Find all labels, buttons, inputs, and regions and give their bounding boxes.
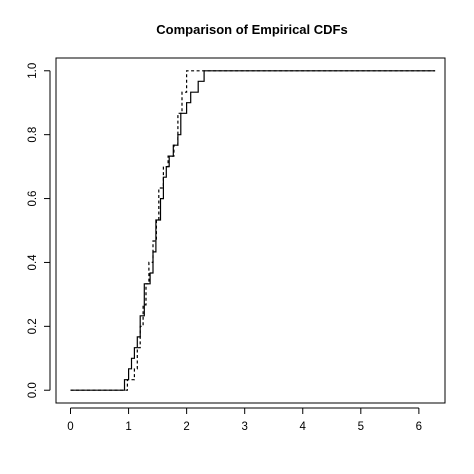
y-tick-label: 1.0 (27, 63, 39, 79)
plot-frame (55, 57, 446, 404)
y-axis: 0.0 0.2 0.4 0.6 0.8 1.0 (27, 63, 51, 398)
y-tick-label: 0.4 (27, 254, 39, 271)
ecdf-dashed-line (70, 70, 436, 391)
x-tick-label: 6 (416, 421, 422, 433)
ecdf-solid-line (70, 70, 436, 391)
y-tick-label: 0.8 (27, 127, 39, 143)
x-tick-label: 3 (241, 421, 247, 433)
x-tick-label: 4 (300, 421, 307, 433)
x-axis: 0 1 2 3 4 5 6 (67, 407, 422, 433)
x-tick-label: 0 (67, 421, 73, 433)
x-tick-label: 5 (358, 421, 364, 433)
x-tick-label: 2 (183, 421, 189, 433)
y-tick-label: 0.2 (27, 318, 39, 334)
x-tick-label: 1 (125, 421, 131, 433)
series-layer (70, 70, 436, 391)
y-tick-label: 0.6 (27, 191, 39, 207)
chart-title: Comparison of Empirical CDFs (156, 22, 347, 37)
y-tick-label: 0.0 (27, 382, 39, 398)
